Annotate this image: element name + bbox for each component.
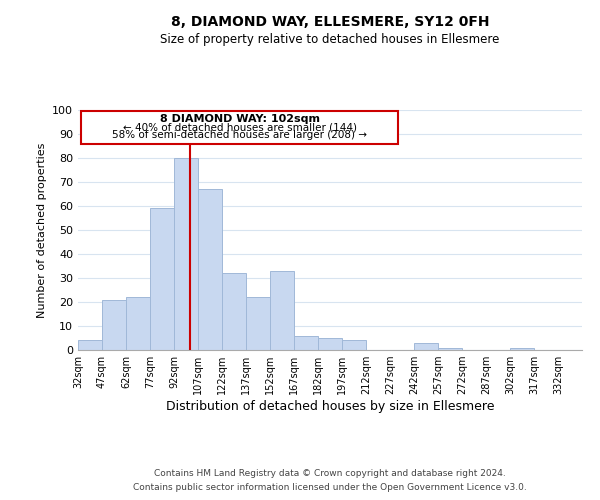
Text: 8, DIAMOND WAY, ELLESMERE, SY12 0FH: 8, DIAMOND WAY, ELLESMERE, SY12 0FH xyxy=(171,15,489,29)
Text: Contains public sector information licensed under the Open Government Licence v3: Contains public sector information licen… xyxy=(133,484,527,492)
Bar xyxy=(510,348,534,350)
Bar xyxy=(81,111,398,144)
Text: ← 40% of detached houses are smaller (144): ← 40% of detached houses are smaller (14… xyxy=(122,122,356,132)
Bar xyxy=(78,340,102,350)
Bar xyxy=(414,343,438,350)
Text: 58% of semi-detached houses are larger (208) →: 58% of semi-detached houses are larger (… xyxy=(112,130,367,140)
Bar xyxy=(222,273,246,350)
Bar xyxy=(294,336,318,350)
Bar xyxy=(318,338,342,350)
Text: Size of property relative to detached houses in Ellesmere: Size of property relative to detached ho… xyxy=(160,32,500,46)
X-axis label: Distribution of detached houses by size in Ellesmere: Distribution of detached houses by size … xyxy=(166,400,494,413)
Text: 8 DIAMOND WAY: 102sqm: 8 DIAMOND WAY: 102sqm xyxy=(160,114,320,124)
Y-axis label: Number of detached properties: Number of detached properties xyxy=(37,142,47,318)
Bar xyxy=(174,158,198,350)
Bar xyxy=(126,297,150,350)
Text: Contains HM Land Registry data © Crown copyright and database right 2024.: Contains HM Land Registry data © Crown c… xyxy=(154,468,506,477)
Bar xyxy=(438,348,462,350)
Bar xyxy=(342,340,366,350)
Bar xyxy=(270,271,294,350)
Bar xyxy=(198,189,222,350)
Bar xyxy=(102,300,126,350)
Bar xyxy=(150,208,174,350)
Bar xyxy=(246,297,270,350)
